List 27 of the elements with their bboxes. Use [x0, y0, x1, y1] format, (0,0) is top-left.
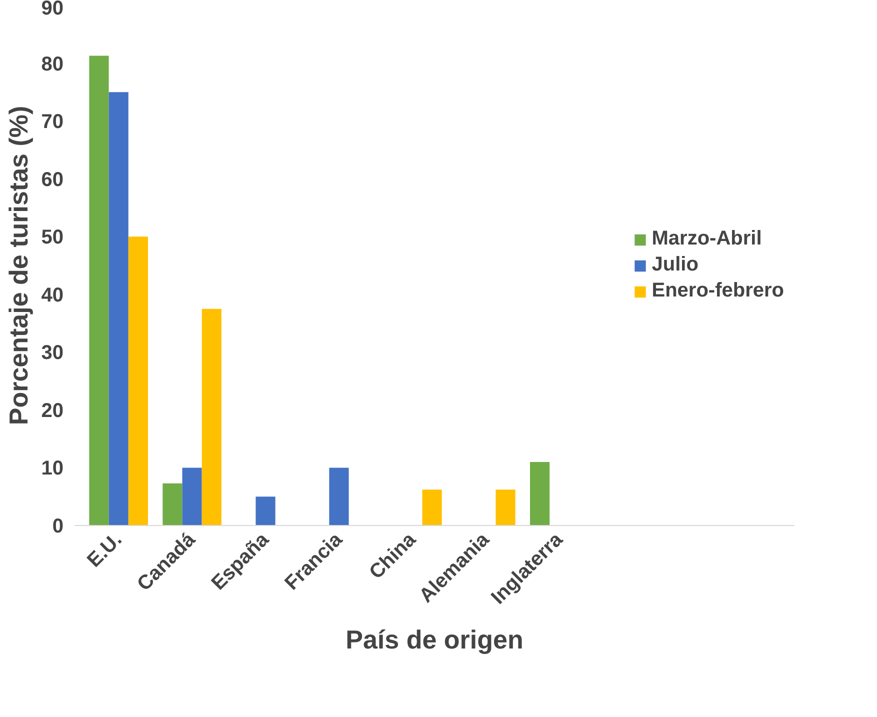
bar — [530, 462, 550, 526]
y-tick-label: 0 — [52, 516, 64, 538]
bar — [89, 56, 109, 526]
bar — [162, 483, 182, 526]
y-tick-label: 70 — [41, 111, 64, 134]
x-tick-label: E.U. — [83, 528, 126, 572]
x-axis-title: País de origen — [346, 624, 524, 655]
y-tick-label: 40 — [41, 284, 64, 306]
bar — [202, 308, 222, 526]
bar — [108, 92, 128, 526]
y-tick-label: 90 — [41, 0, 64, 20]
y-tick-label: 60 — [41, 168, 64, 191]
bar — [496, 490, 516, 526]
legend-label: Enero-febrero — [652, 280, 784, 302]
y-tick-label: 80 — [41, 53, 64, 76]
legend-label: Julio — [652, 254, 698, 276]
bar — [182, 468, 202, 526]
y-tick-label: 10 — [41, 458, 64, 480]
legend-label: Marzo-Abril — [652, 228, 762, 250]
bar — [329, 468, 349, 526]
y-tick-label: 30 — [41, 342, 64, 364]
bar — [422, 490, 442, 526]
y-axis-title: Porcentaje de turistas (%) — [3, 106, 34, 426]
bar — [128, 236, 148, 526]
y-tick-label: 20 — [41, 400, 64, 422]
y-tick-label: 50 — [41, 226, 64, 249]
bar — [256, 496, 276, 526]
